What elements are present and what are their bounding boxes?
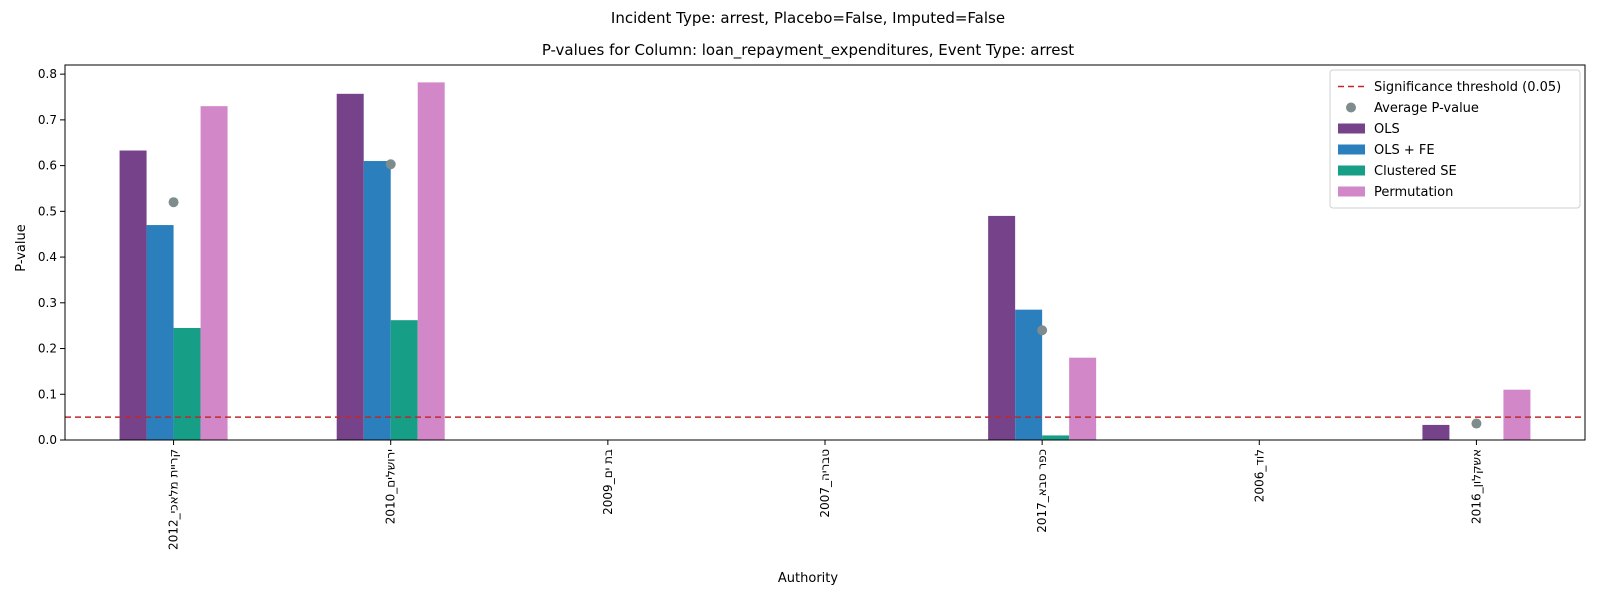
legend-swatch-permutation	[1338, 186, 1365, 197]
legend-frame	[1329, 69, 1581, 209]
average-markers-layer	[168, 159, 1482, 429]
legend-swatch-ols-fe	[1338, 144, 1365, 155]
bar-ols-fe-0	[146, 225, 174, 440]
y-tick-label-3: 0.3	[38, 296, 57, 310]
bar-ols-0	[119, 150, 147, 440]
bar-ols-fe-1	[363, 161, 391, 440]
y-tick-label-6: 0.6	[38, 159, 57, 173]
y-tick-label-7: 0.7	[38, 113, 57, 127]
legend: Significance threshold (0.05) Average P-v…	[1329, 69, 1581, 209]
y-tick-label-8: 0.8	[38, 67, 57, 81]
legend-label-ols-fe: OLS + FE	[1374, 143, 1435, 158]
legend-label-average-p-value: Average P-value	[1374, 101, 1479, 116]
average-pvalue-marker-0	[168, 197, 179, 208]
bar-clustered-se-1	[390, 320, 418, 440]
x-axis: קריית מלאכי_2012 ירושלים_2010 בת ים_2009 טב…	[167, 440, 1483, 550]
legend-label-significance-threshold-0-05: Significance threshold (0.05)	[1374, 80, 1561, 95]
y-tick-label-4: 0.4	[38, 250, 57, 264]
x-tick-label-1: ירושלים_2010	[384, 449, 398, 524]
x-axis-label: Authority	[778, 571, 838, 586]
average-pvalue-marker-4	[1037, 325, 1048, 336]
bar-clustered-se-0	[173, 327, 201, 440]
x-tick-label-6: אשקלון_2016	[1469, 449, 1483, 524]
x-tick-label-2: בת ים_2009	[601, 449, 615, 515]
x-tick-label-5: לוד_2006	[1252, 449, 1266, 502]
y-tick-label-1: 0.1	[38, 387, 57, 401]
bar-ols-6	[1422, 424, 1450, 440]
bar-permutation-6	[1503, 389, 1531, 440]
y-axis: 0.0 0.1 0.2 0.3 0.4 0.5 0.6 0.7 0.8	[38, 67, 65, 447]
y-axis-label: P-value	[14, 224, 29, 271]
bar-clustered-se-4	[1042, 435, 1070, 440]
legend-label-clustered-se: Clustered SE	[1374, 164, 1457, 179]
average-pvalue-marker-1	[385, 159, 396, 170]
x-tick-label-4: כפר סבא_2017	[1035, 449, 1049, 533]
y-tick-label-0: 0.0	[38, 433, 57, 447]
bars-layer	[119, 82, 1531, 440]
chart-title: P-values for Column: loan_repayment_expe…	[542, 41, 1074, 60]
x-tick-label-3: טבריה_2007	[818, 449, 832, 518]
y-tick-label-5: 0.5	[38, 204, 57, 218]
bar-permutation-4	[1069, 357, 1097, 440]
legend-label-ols: OLS	[1374, 122, 1400, 137]
bar-ols-4	[988, 215, 1016, 440]
chart-suptitle: Incident Type: arrest, Placebo=False, Im…	[611, 9, 1005, 27]
bar-permutation-1	[417, 82, 445, 440]
legend-swatch-ols	[1338, 123, 1365, 134]
bar-permutation-0	[200, 106, 228, 440]
legend-swatch-clustered-se	[1338, 165, 1365, 176]
legend-swatch-average-p-value	[1346, 102, 1356, 113]
bar-ols-1	[336, 93, 364, 440]
y-tick-label-2: 0.2	[38, 342, 57, 356]
average-pvalue-marker-6	[1471, 418, 1482, 429]
legend-label-permutation: Permutation	[1374, 185, 1453, 200]
x-tick-label-0: קריית מלאכי_2012	[167, 449, 181, 550]
